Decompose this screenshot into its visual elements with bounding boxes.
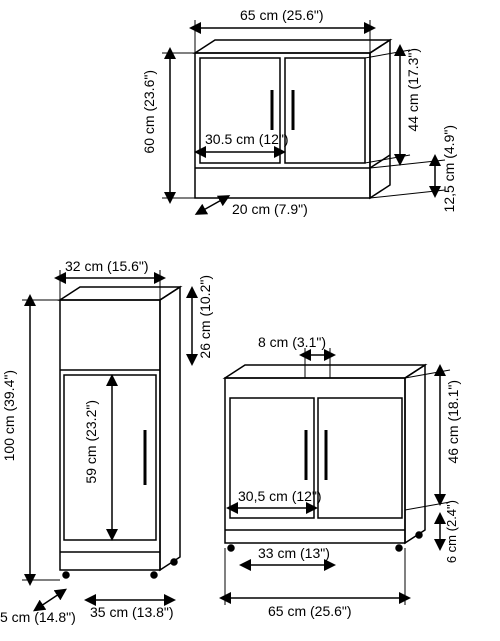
dim-top-height: 60 cm (23.6")	[140, 70, 158, 154]
furniture-diagram	[0, 0, 500, 641]
dim-top-width: 65 cm (25.6")	[240, 6, 324, 24]
dim-tall-depth: 35 cm (13.8")	[90, 603, 174, 621]
dim-tall-door: 59 cm (23.2")	[82, 400, 100, 484]
dim-top-doorw: 30.5 cm (12")	[205, 130, 289, 148]
dim-low-gap: 8 cm (3.1")	[258, 333, 326, 351]
dim-low-height: 46 cm (18.1")	[444, 380, 462, 464]
dim-low-leg: 6 cm (2.4")	[444, 500, 461, 563]
dim-tall-side: 5 cm (14.8")	[0, 608, 76, 626]
dim-top-shelf: 12,5 cm (4.9")	[440, 125, 458, 212]
dim-top-doorh: 44 cm (17.3")	[404, 48, 422, 132]
dim-tall-width: 32 cm (15.6")	[65, 257, 149, 275]
dim-low-width: 65 cm (25.6")	[268, 602, 352, 620]
dim-low-depth: 33 cm (13")	[258, 544, 330, 562]
dim-tall-height: 100 cm (39.4")	[0, 370, 18, 461]
dim-top-depth: 20 cm (7.9")	[232, 200, 308, 218]
dim-tall-open: 26 cm (10.2")	[196, 275, 214, 359]
dim-low-doorw: 30,5 cm (12")	[238, 487, 322, 505]
